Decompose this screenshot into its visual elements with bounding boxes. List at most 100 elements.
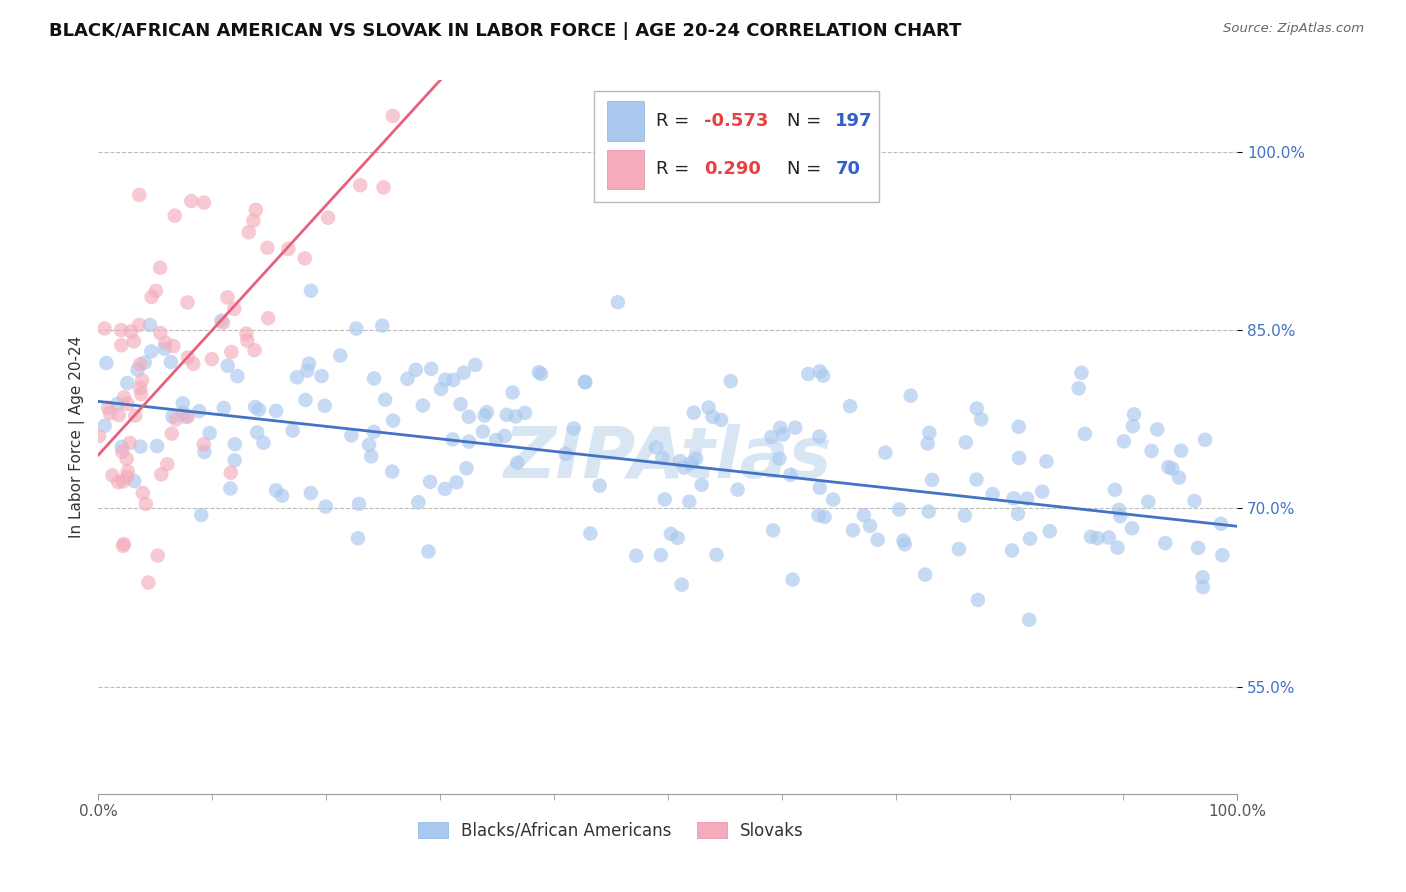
Point xyxy=(811,368,834,383)
Point xyxy=(224,453,246,467)
Point xyxy=(149,326,172,340)
Point xyxy=(1039,524,1062,539)
Point xyxy=(453,366,475,380)
Point xyxy=(111,539,134,553)
Point xyxy=(180,194,202,208)
Text: Source: ZipAtlas.com: Source: ZipAtlas.com xyxy=(1223,22,1364,36)
Point xyxy=(127,362,149,376)
Point xyxy=(153,342,176,356)
Text: BLACK/AFRICAN AMERICAN VS SLOVAK IN LABOR FORCE | AGE 20-24 CORRELATION CHART: BLACK/AFRICAN AMERICAN VS SLOVAK IN LABO… xyxy=(49,22,962,40)
Point xyxy=(485,433,508,447)
Point xyxy=(644,441,666,455)
Point xyxy=(1211,548,1233,562)
Point xyxy=(177,409,200,424)
Point xyxy=(162,409,184,424)
Point xyxy=(159,355,181,369)
Point xyxy=(651,450,673,465)
Point xyxy=(1194,433,1216,447)
Point xyxy=(396,372,419,386)
Point xyxy=(1108,503,1130,517)
Point xyxy=(953,508,976,523)
Point xyxy=(1123,407,1146,421)
Point xyxy=(921,473,943,487)
Point xyxy=(373,180,395,194)
Point xyxy=(129,381,152,395)
Point xyxy=(671,577,693,591)
Point xyxy=(131,373,153,387)
Point xyxy=(1008,419,1031,434)
Point xyxy=(357,438,380,452)
Point xyxy=(1087,531,1109,545)
Point xyxy=(678,494,700,508)
Point xyxy=(110,338,132,352)
Point xyxy=(1209,516,1232,531)
Point xyxy=(115,470,138,484)
Text: -0.573: -0.573 xyxy=(704,112,769,130)
Point xyxy=(117,397,139,411)
Point xyxy=(418,544,440,558)
Point xyxy=(419,475,441,489)
Point xyxy=(914,567,936,582)
Point xyxy=(471,425,494,439)
Point xyxy=(808,364,831,378)
Point xyxy=(1067,381,1090,395)
Point xyxy=(181,357,204,371)
Point xyxy=(866,533,889,547)
Point xyxy=(122,474,145,488)
Point xyxy=(900,389,922,403)
Point xyxy=(172,406,194,420)
Point xyxy=(1031,484,1053,499)
Point xyxy=(311,369,333,384)
Point xyxy=(808,429,831,443)
Point xyxy=(574,376,596,390)
Point xyxy=(779,467,801,482)
Point xyxy=(285,370,308,384)
Point xyxy=(246,425,269,440)
Point xyxy=(120,325,142,339)
Point xyxy=(297,363,319,377)
Point xyxy=(1109,509,1132,524)
Point xyxy=(245,202,267,217)
Point xyxy=(434,373,457,387)
Point xyxy=(118,435,141,450)
Point xyxy=(1157,460,1180,475)
Point xyxy=(1191,570,1213,584)
Point xyxy=(669,454,692,468)
Point xyxy=(405,363,427,377)
Point xyxy=(808,481,831,495)
Point xyxy=(243,400,266,414)
Point xyxy=(87,429,110,443)
Point xyxy=(221,345,243,359)
Point xyxy=(188,404,211,418)
Point xyxy=(360,450,382,464)
Text: N =: N = xyxy=(787,161,827,178)
Point xyxy=(1137,495,1160,509)
Point xyxy=(111,440,134,454)
Point xyxy=(475,405,498,419)
Point xyxy=(666,531,689,545)
Point xyxy=(464,358,486,372)
Point xyxy=(1001,543,1024,558)
Point xyxy=(1104,483,1126,497)
Point xyxy=(659,526,682,541)
Point xyxy=(1121,521,1143,535)
Point xyxy=(112,537,135,551)
Point xyxy=(1187,541,1209,555)
Point xyxy=(235,326,257,341)
Point xyxy=(193,195,215,210)
Point xyxy=(1018,613,1040,627)
Text: ZIPAtlas: ZIPAtlas xyxy=(503,424,832,493)
Y-axis label: In Labor Force | Age 20-24: In Labor Force | Age 20-24 xyxy=(69,336,84,538)
Point xyxy=(349,178,371,193)
Point xyxy=(135,497,157,511)
Point xyxy=(247,402,270,417)
Point xyxy=(129,387,152,401)
Point xyxy=(527,365,550,379)
Point xyxy=(685,451,707,466)
Point xyxy=(1070,366,1092,380)
Point xyxy=(1122,419,1144,434)
Point xyxy=(474,409,496,423)
Point xyxy=(256,241,278,255)
FancyBboxPatch shape xyxy=(593,91,879,202)
Point xyxy=(673,460,696,475)
